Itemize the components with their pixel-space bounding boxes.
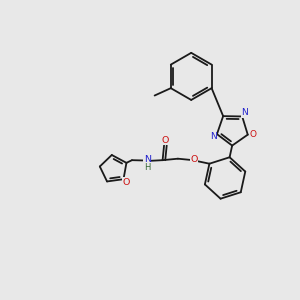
Text: N: N [144, 155, 151, 164]
Text: O: O [162, 136, 169, 145]
Text: O: O [190, 155, 198, 164]
Text: N: N [210, 132, 217, 141]
Text: O: O [249, 130, 256, 139]
Text: O: O [123, 178, 130, 187]
Text: N: N [241, 108, 248, 117]
Text: H: H [144, 163, 151, 172]
